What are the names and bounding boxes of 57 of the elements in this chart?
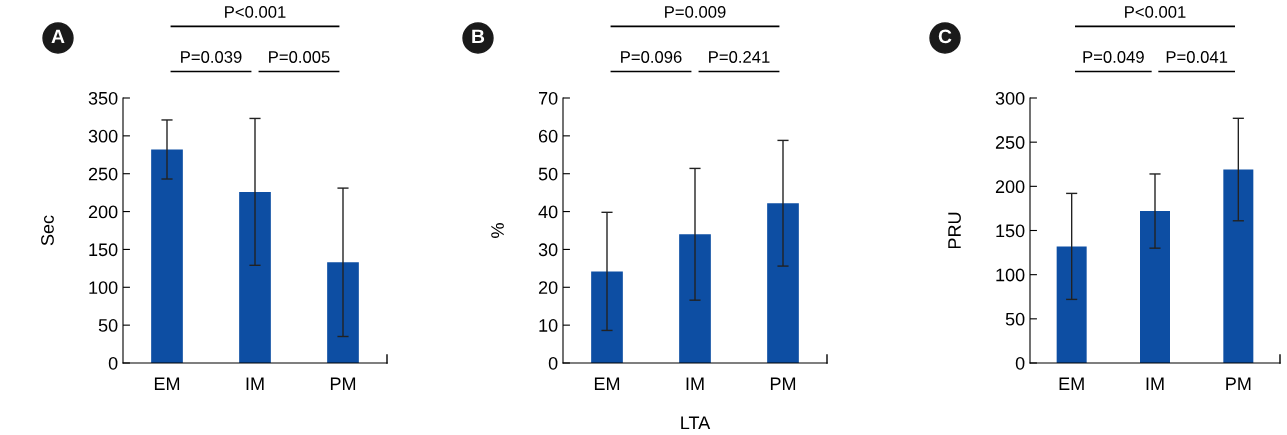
- text: C: [938, 29, 952, 44]
- bar: [679, 234, 711, 363]
- text: P=0.096: [621, 51, 682, 63]
- y-tick-label: 30: [538, 243, 558, 257]
- y-tick-label: 350: [88, 91, 118, 105]
- x-tick-label: EM: [594, 377, 620, 390]
- text: P=0.041: [1166, 51, 1228, 63]
- y-tick-label: 150: [89, 243, 118, 257]
- y-tick-label: 250: [88, 167, 118, 181]
- text: P=0.039: [181, 51, 242, 63]
- text: B: [472, 29, 485, 44]
- y-tick-label: 20: [538, 281, 558, 295]
- y-tick-label: 70: [538, 91, 558, 105]
- y-tick-label: 50: [538, 167, 558, 181]
- y-tick-label: 100: [996, 268, 1025, 282]
- x-tick-label: PM: [770, 377, 796, 390]
- y-tick-label: 40: [538, 205, 558, 219]
- bar: [1056, 246, 1087, 363]
- y-tick-label: 300: [88, 129, 118, 143]
- text: P=0.005: [269, 51, 330, 63]
- text: P=0.241: [709, 51, 770, 63]
- y-tick-label: 10: [539, 319, 558, 332]
- bar: [151, 149, 183, 363]
- bar: [239, 191, 271, 363]
- y-tick-label: 50: [98, 319, 118, 332]
- y-axis-title: Sec: [41, 215, 54, 246]
- y-tick-label: 200: [995, 180, 1025, 194]
- text: P=0.049: [1083, 51, 1144, 63]
- y-axis-title: PRU: [948, 212, 961, 249]
- x-tick-label: PM: [330, 377, 356, 390]
- x-tick-label: IM: [686, 377, 704, 390]
- x-tick-label: PM: [1226, 377, 1251, 390]
- text: P<0.001: [1125, 6, 1186, 18]
- y-tick-label: 200: [88, 205, 118, 219]
- text: P=0.009: [665, 6, 726, 18]
- text: A: [51, 29, 65, 44]
- y-tick-label: 50: [1005, 312, 1025, 326]
- x-tick-label: EM: [154, 377, 180, 390]
- text: P<0.001: [225, 6, 286, 18]
- y-tick-label: 100: [89, 281, 118, 295]
- y-tick-label: 0: [1015, 356, 1025, 370]
- bar: [1140, 211, 1170, 363]
- y-tick-label: 0: [108, 356, 118, 370]
- bar: [1223, 169, 1254, 363]
- y-tick-label: 60: [538, 129, 558, 143]
- x-axis-title: LTA: [681, 416, 711, 430]
- y-tick-label: 250: [995, 136, 1025, 149]
- x-tick-label: EM: [1059, 377, 1084, 390]
- bar: [327, 262, 359, 363]
- y-axis-title: %: [491, 223, 504, 238]
- bar: [767, 203, 799, 363]
- y-tick-label: 0: [548, 356, 558, 370]
- x-tick-label: IM: [1146, 377, 1164, 390]
- y-tick-label: 300: [995, 91, 1025, 105]
- x-tick-label: IM: [246, 377, 264, 390]
- bar: [591, 271, 623, 363]
- y-tick-label: 150: [996, 224, 1025, 238]
